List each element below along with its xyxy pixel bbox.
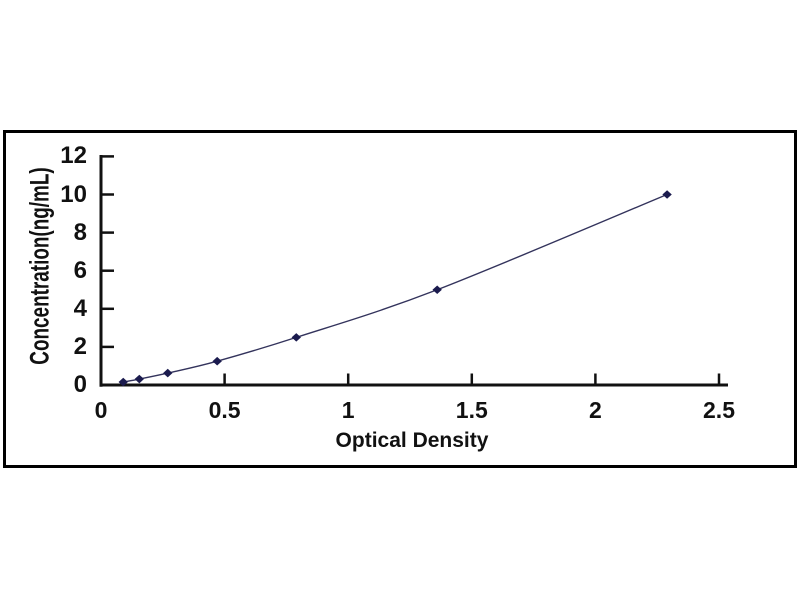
data-point-marker (163, 368, 173, 378)
standard-curve-line (123, 193, 668, 383)
y-tick-label: 8 (73, 218, 87, 246)
x-tick-label: 0 (94, 397, 108, 423)
data-point-marker (212, 356, 222, 366)
y-tick-label: 4 (73, 294, 87, 322)
y-tick-label: 10 (60, 180, 87, 208)
x-axis-title: Optical Density (335, 429, 489, 452)
y-tick-label: 6 (73, 256, 87, 284)
y-tick-label: 0 (73, 371, 87, 398)
data-point-marker (291, 333, 301, 342)
x-tick-label: 1.5 (455, 397, 488, 423)
x-tick-label: 2 (588, 397, 602, 423)
data-point-marker (118, 377, 128, 387)
data-point-marker (432, 285, 442, 295)
x-tick-label: 2.5 (703, 397, 735, 423)
x-tick-label: 1 (341, 397, 355, 423)
data-point-marker (134, 374, 145, 384)
chart-frame (3, 130, 797, 468)
y-tick-label: 12 (60, 142, 87, 170)
x-tick-label: 0.5 (208, 397, 241, 423)
y-tick-label: 2 (73, 332, 87, 360)
data-point-marker (662, 190, 672, 199)
